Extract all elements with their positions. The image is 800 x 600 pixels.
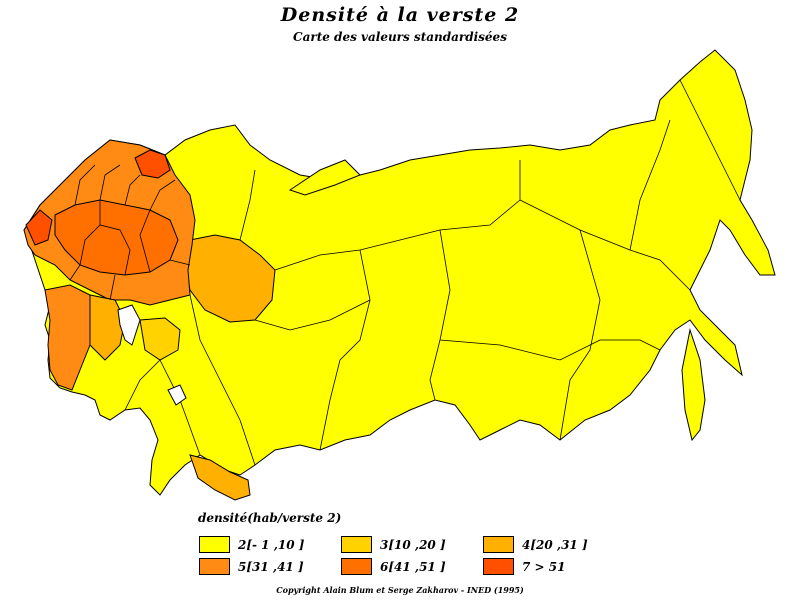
- legend-swatch: [199, 558, 230, 575]
- legend-item-6: 7 > 51: [483, 558, 565, 575]
- map-region-level-5-southwest: [44, 284, 96, 391]
- region-boundaries: [69, 79, 741, 466]
- legend-swatch: [483, 536, 514, 553]
- aral-sea: [167, 384, 187, 406]
- legend-swatch: [483, 558, 514, 575]
- legend-item-1: 2[- 1 ,10 ]: [199, 536, 304, 553]
- map-subtitle: Carte des valeurs standardisées: [293, 30, 507, 44]
- legend-label: 4[20 ,31 ]: [522, 537, 588, 552]
- map-base-region: [23, 49, 776, 496]
- legend-swatch: [341, 558, 372, 575]
- map-island-sakhalin: [681, 328, 706, 442]
- map-region-level-4-southwest: [89, 294, 126, 361]
- map-region-level-7-west: [25, 209, 53, 246]
- map-region-level-4-south: [189, 454, 251, 501]
- legend-item-2: 3[10 ,20 ]: [341, 536, 446, 553]
- legend-item-4: 5[31 ,41 ]: [199, 558, 304, 575]
- legend-item-3: 4[20 ,31 ]: [483, 536, 588, 553]
- legend-label: 2[- 1 ,10 ]: [238, 537, 305, 552]
- legend-label: 5[31 ,41 ]: [238, 559, 304, 574]
- copyright-text: Copyright Alain Blum et Serge Zakharov -…: [276, 585, 524, 595]
- legend-swatch: [341, 536, 372, 553]
- legend-item-5: 6[41 ,51 ]: [341, 558, 446, 575]
- map-region-level-3-south: [139, 317, 181, 361]
- legend-swatch: [199, 536, 230, 553]
- legend-label: 6[41 ,51 ]: [380, 559, 446, 574]
- legend-label: 3[10 ,20 ]: [380, 537, 446, 552]
- legend-title: densité(hab/verste 2): [198, 511, 342, 525]
- legend-label: 7 > 51: [522, 559, 566, 574]
- caspian-sea: [117, 304, 141, 346]
- map-island-north: [288, 159, 361, 196]
- map-region-level-7-north: [134, 149, 171, 179]
- map-title: Densité à la verste 2: [280, 4, 520, 26]
